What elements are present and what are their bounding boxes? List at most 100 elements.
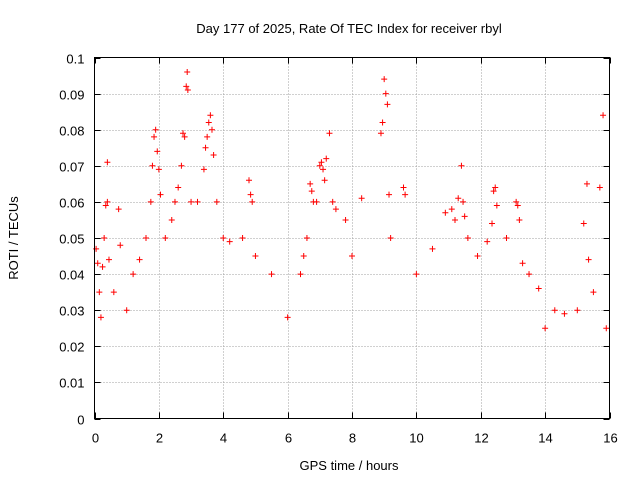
data-point [202,144,209,151]
x-tick-label: 12 [474,431,488,446]
data-point [268,271,275,278]
data-point [99,263,106,270]
data-point [323,155,330,162]
data-point [184,68,191,75]
data-point [188,198,195,205]
data-point [184,86,191,93]
data-point [155,166,162,173]
data-points [93,68,610,332]
data-point [143,235,149,241]
data-point [130,271,137,278]
y-tick-label: 0 [77,413,84,428]
data-point [600,112,607,119]
y-tick-label: 0.04 [59,268,84,283]
data-point [117,242,124,249]
y-tick-label: 0.02 [59,340,84,355]
data-point [162,235,169,241]
data-point [516,216,523,223]
y-tick-label: 0.09 [59,88,84,103]
data-point [590,289,597,296]
data-point [381,76,388,83]
data-point [318,159,325,166]
data-point [526,271,533,278]
data-point [452,216,458,223]
x-tick-label: 0 [92,431,99,446]
data-point [321,177,328,184]
x-axis-label: GPS time / hours [300,458,399,473]
y-tick-label: 0.07 [59,160,84,175]
data-point [115,206,122,213]
data-point [205,119,212,126]
data-point [492,184,499,191]
y-tick-label: 0.08 [59,124,84,139]
x-tick-label: 10 [409,431,423,446]
data-point [175,184,182,191]
x-tick-label: 2 [156,431,163,446]
data-point [460,198,467,205]
data-point [580,220,587,227]
data-point [307,180,314,187]
data-point [349,253,355,260]
data-point [297,271,304,278]
data-point [180,130,187,137]
data-point [542,325,549,332]
x-tick-label: 4 [220,431,227,446]
data-point [208,126,215,133]
data-point [105,256,112,263]
data-point [152,126,159,133]
data-point [400,184,407,191]
data-point [574,307,581,314]
data-point [194,198,201,205]
data-point [474,253,481,260]
data-point [226,238,233,245]
data-point [136,256,143,263]
data-point [104,198,111,205]
data-point [329,198,336,205]
axis-ticks: 0 2 4 6 8 10 12 14 16 0 0.01 0.02 0.03 0.04 0.05 0.06 0.… [59,52,618,446]
data-point [386,191,393,198]
data-point [252,253,259,260]
data-point [583,180,590,187]
data-point [94,260,101,267]
data-point [387,235,394,241]
data-point [402,191,409,198]
y-tick-label: 0.05 [59,232,84,247]
y-tick-label: 0.03 [59,304,84,319]
data-point [308,188,315,195]
y-tick-label: 0.1 [66,52,84,67]
data-point [455,195,462,202]
data-point [110,289,117,296]
data-point [585,256,592,263]
data-point [213,198,220,205]
data-point [123,307,130,314]
x-tick-label: 8 [349,431,356,446]
data-point [429,245,436,252]
data-point [332,206,339,213]
data-point [490,188,497,195]
data-point [204,133,211,140]
data-point [464,235,471,241]
y-tick-label: 0.01 [59,376,84,391]
x-tick-label: 14 [538,431,552,446]
data-point [316,162,323,169]
data-point [104,159,111,166]
data-point [326,130,333,137]
data-point [149,162,156,169]
data-point [551,307,558,314]
data-point [181,133,188,140]
data-point [320,166,327,173]
data-point [377,130,384,137]
data-point [458,162,465,169]
x-tick-label: 6 [285,431,292,446]
data-point [519,260,526,267]
data-point [448,206,455,213]
data-point [561,310,568,317]
data-point [97,314,104,321]
data-point [514,202,521,209]
data-point [489,220,496,227]
data-point [413,271,420,278]
data-point [484,238,491,245]
data-point [503,235,510,241]
data-point [246,177,252,184]
